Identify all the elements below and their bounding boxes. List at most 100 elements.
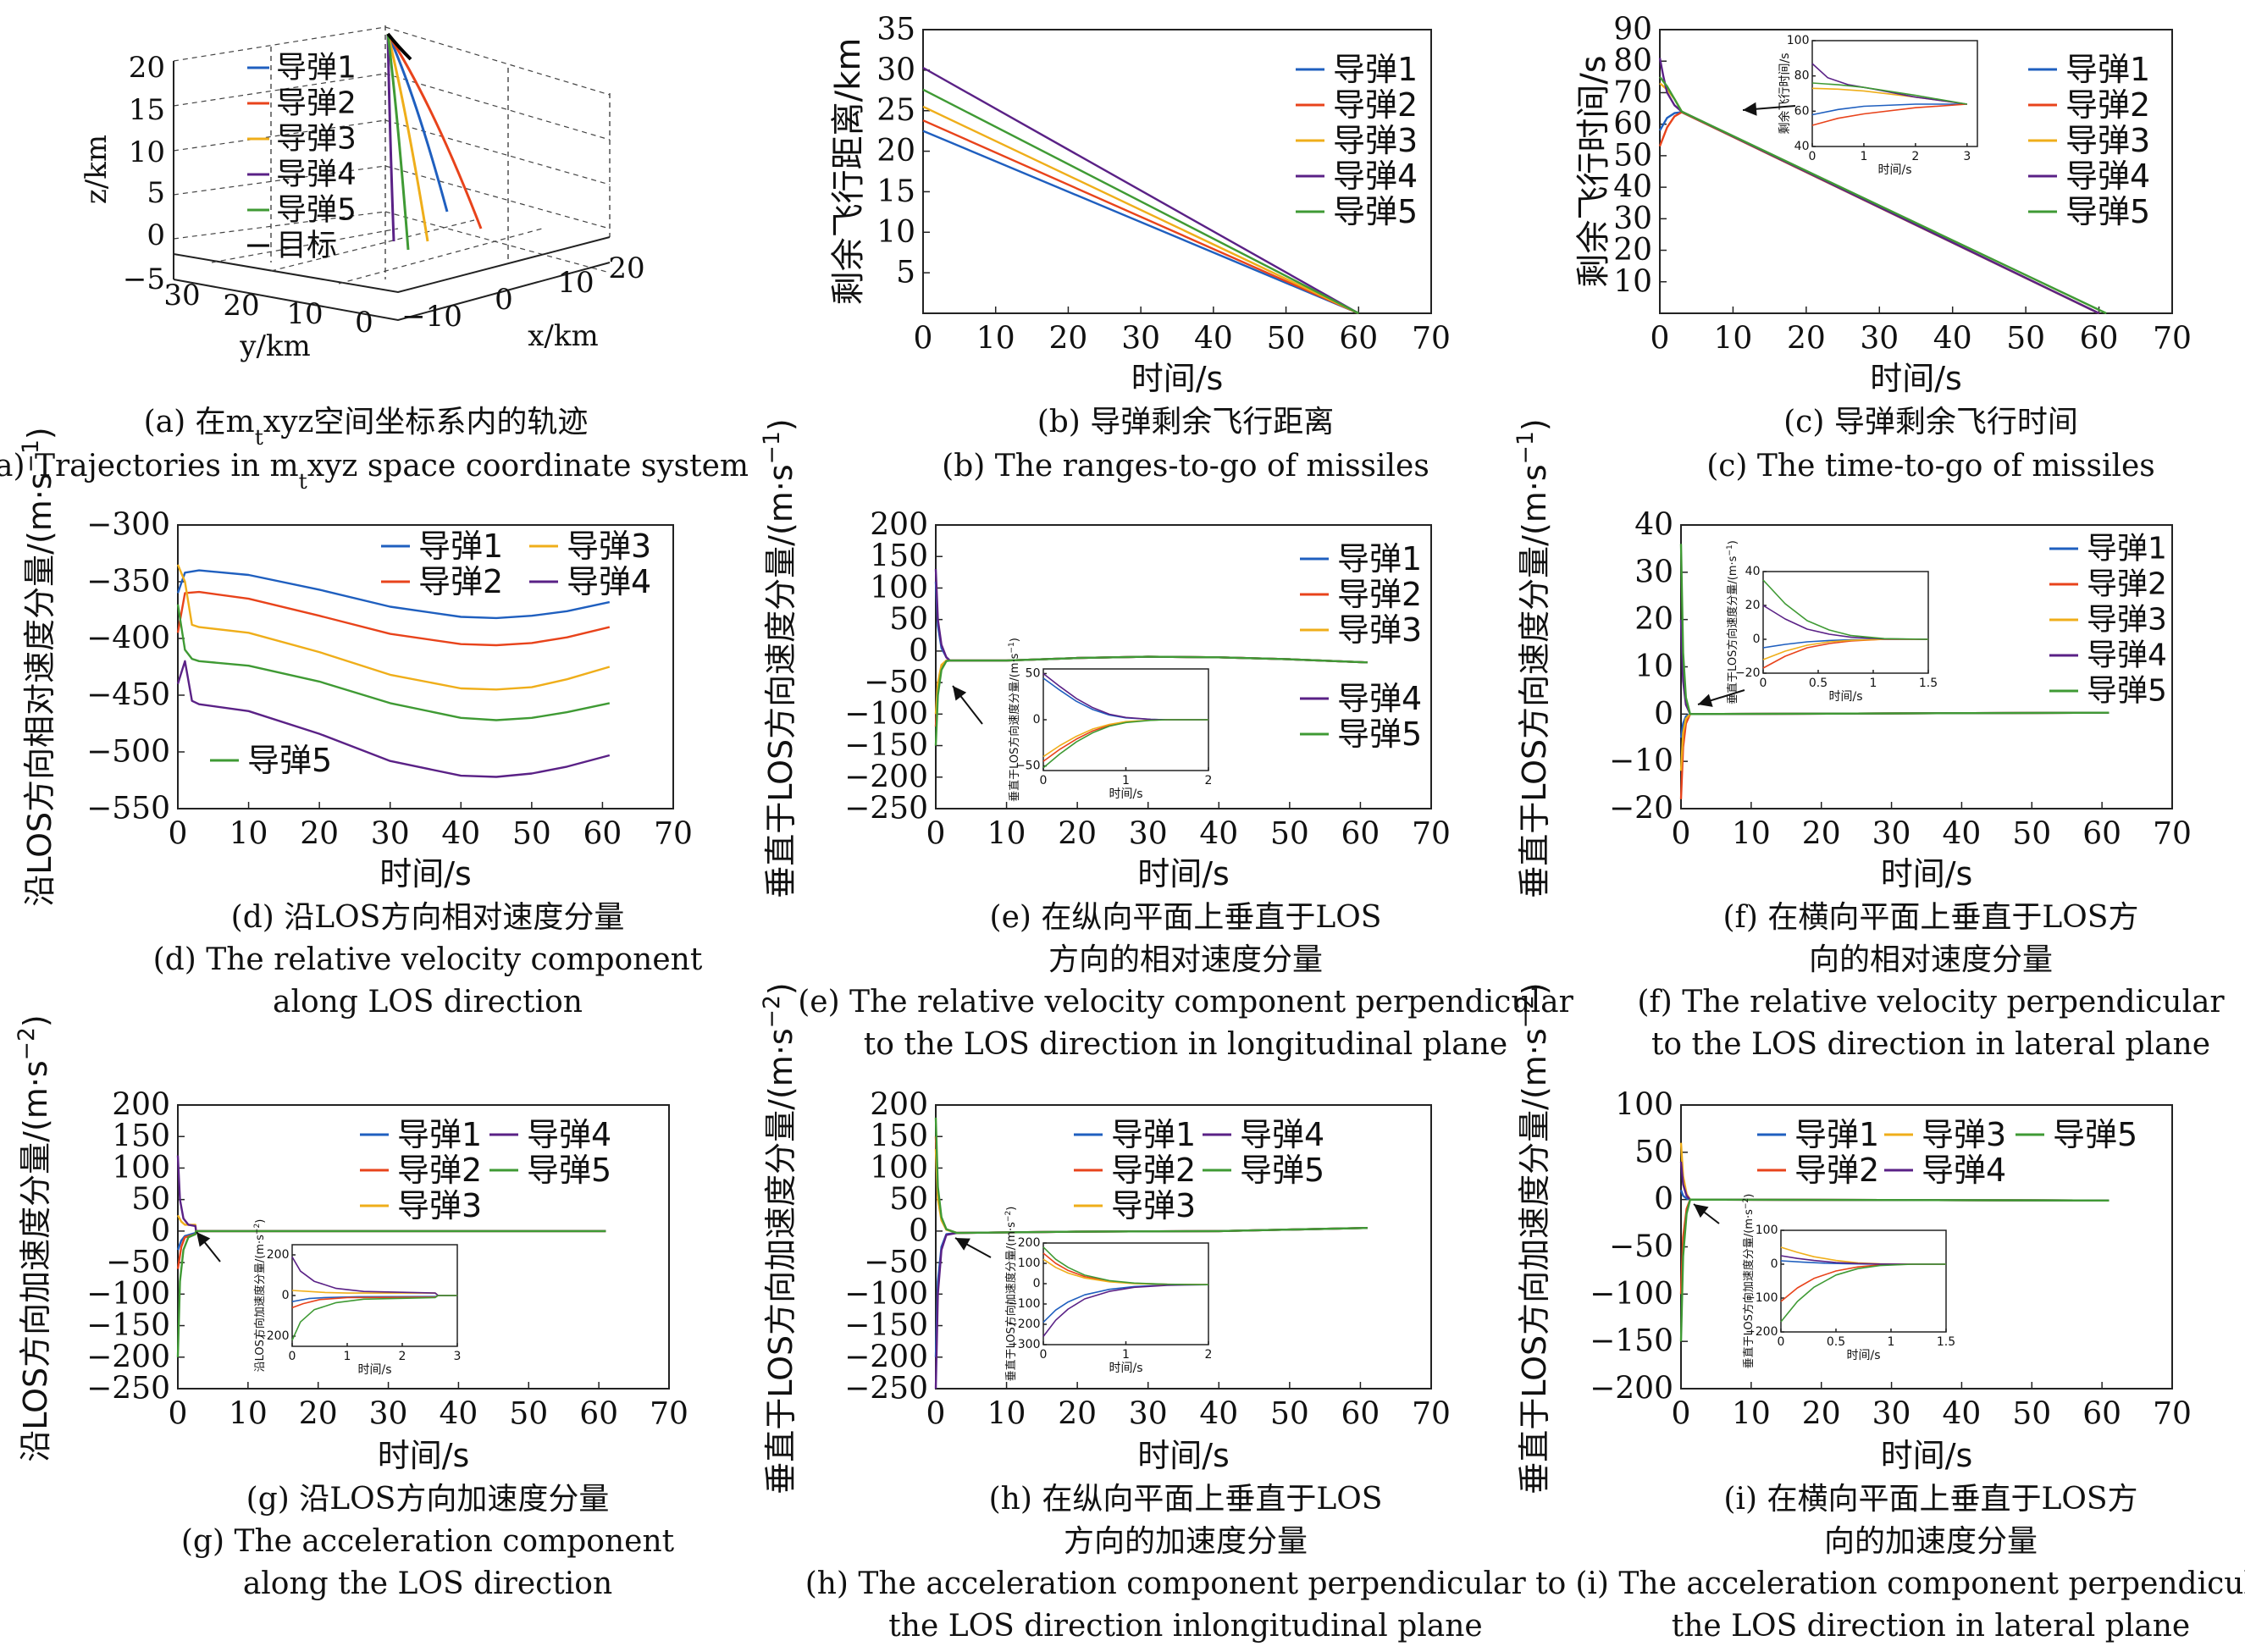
- x-tick-label: 40: [440, 1396, 478, 1431]
- series-line-1: [176, 569, 611, 620]
- grid-line: [384, 165, 611, 229]
- x-tick-label: 1: [344, 1350, 351, 1363]
- x-tick-label: 1: [1122, 774, 1130, 787]
- x-tick-label: 40: [1943, 816, 1982, 851]
- chart-d: 0 10 20 30 40 50 60 70 −300 −350 −400 −450 −500 −550 沿…: [18, 427, 693, 906]
- legend-label: 导弹2: [1333, 86, 1418, 124]
- caption-line: (e) The relative velocity component perp…: [798, 985, 1573, 1019]
- plot-frame: [922, 29, 1432, 314]
- x-tick-label: 1: [1860, 150, 1867, 163]
- y-tick-label: −500: [86, 735, 170, 770]
- axis-frame: [173, 236, 611, 294]
- series-line-2: [1811, 103, 1967, 126]
- x-axis-label: 时间/s: [1137, 1437, 1230, 1474]
- x-tick-label: 0: [495, 283, 513, 317]
- callout-arrowhead: [1694, 1204, 1709, 1218]
- x-tick-label: 10: [987, 1396, 1026, 1431]
- x-tick-label: 20: [1058, 816, 1097, 851]
- x-tick-label: 70: [654, 816, 693, 851]
- x-tick-label: 0: [914, 321, 933, 356]
- caption-line: the LOS direction in lateral plane: [1672, 1609, 2190, 1644]
- y-tick-label: −50: [864, 1246, 928, 1280]
- y-tick-label: 10: [1634, 649, 1673, 684]
- grid-line: [384, 26, 611, 96]
- y-tick-label: −100: [1008, 1297, 1040, 1311]
- y-tick-label: 0: [1771, 1257, 1778, 1271]
- inset-x-label: 时间/s: [1828, 690, 1862, 704]
- y-tick-label: 10: [1613, 264, 1652, 299]
- inset-i: 0 0.5 1 1.5 100 0 −100 −200垂直于LOS方向加速度分量/(m·s−2…: [1742, 1194, 1955, 1369]
- legend-label: 导弹3: [1111, 1187, 1196, 1224]
- grid-line: [384, 211, 611, 273]
- x-tick-label: 0: [169, 1396, 188, 1431]
- inset-x-label: 时间/s: [1877, 163, 1911, 177]
- x-tick-label: 0: [1809, 150, 1816, 163]
- y-tick-label: −50: [106, 1246, 170, 1280]
- y-tick-label: 100: [1615, 1088, 1673, 1123]
- x-tick-label: 10: [976, 321, 1015, 356]
- caption-line: (e) 在纵向平面上垂直于LOS: [990, 900, 1382, 935]
- series-line-5: [934, 655, 1368, 746]
- y-axis-label: 沿LOS方向加速度分量/(m·s−2): [14, 1014, 55, 1461]
- y-tick-label: −450: [86, 678, 170, 713]
- y-tick-label: −250: [86, 1372, 170, 1406]
- z-tick-label: 10: [129, 135, 165, 169]
- x-tick-label: 70: [2153, 816, 2192, 851]
- y-tick-label: 20: [1613, 233, 1652, 268]
- x-tick-label: 2: [1205, 774, 1213, 787]
- x-tick-label: 40: [1943, 1396, 1982, 1431]
- y-tick-label: 10: [876, 215, 915, 250]
- y-axis-label: y/km: [239, 329, 311, 363]
- legend-label: 导弹5: [1337, 715, 1422, 753]
- x-tick-label: 50: [512, 816, 551, 851]
- grid-line: [173, 73, 386, 107]
- inset-x-label: 时间/s: [1846, 1349, 1880, 1362]
- y-tick-label: 30: [163, 279, 200, 312]
- inset-h: 0 1 2 200 100 0 −100 −200 −300垂直于LOS方向加速度分量/(m·s…: [1004, 1207, 1212, 1382]
- z-tick-label: 15: [129, 93, 165, 127]
- y-tick-label: 25: [876, 93, 915, 128]
- grid-line: [270, 219, 475, 272]
- x-tick-label: 20: [300, 816, 339, 851]
- legend-label: 导弹4: [1333, 157, 1418, 195]
- y-tick-label: −300: [1008, 1338, 1040, 1351]
- x-tick-label: 3: [1963, 150, 1971, 163]
- y-tick-label: −200: [86, 1340, 170, 1374]
- y-tick-label: 200: [1018, 1236, 1041, 1250]
- caption-line: to the LOS direction in lateral plane: [1651, 1027, 2210, 1062]
- series-line-4: [922, 66, 1359, 315]
- y-tick-label: −150: [86, 1308, 170, 1343]
- inset-y-label: 沿LOS方向加速度分量/(m·s−2): [253, 1219, 267, 1373]
- y-tick-label: 50: [889, 1182, 928, 1217]
- grid-line: [384, 73, 611, 141]
- callout-arrowhead: [1698, 693, 1713, 707]
- z-axis-label: z/km: [80, 135, 113, 204]
- series-line-5: [1042, 719, 1208, 769]
- callout-arrowhead: [953, 686, 967, 701]
- x-tick-label: 30: [1872, 1396, 1911, 1431]
- x-tick-label: 0: [1672, 816, 1691, 851]
- y-tick-label: −100: [1590, 1277, 1673, 1312]
- legend-label: 导弹3: [1922, 1116, 2006, 1153]
- y-tick-label: −150: [844, 728, 928, 763]
- inset-y-label: 垂直于LOS方向速度分量/(m·s−1): [1726, 540, 1739, 704]
- caption-line: along the LOS direction: [243, 1566, 612, 1601]
- x-tick-label: 60: [2080, 321, 2119, 356]
- x-tick-label: 60: [579, 1396, 618, 1431]
- inset-y-label: 剩余飞行时间/s: [1778, 52, 1792, 134]
- y-tick-label: 100: [112, 1151, 170, 1185]
- y-tick-label: 50: [889, 602, 928, 637]
- legend-label: 导弹5: [1240, 1152, 1324, 1189]
- y-tick-label: 0: [151, 1213, 170, 1248]
- x-tick-label: 20: [1802, 1396, 1841, 1431]
- legend-label: 导弹1: [1794, 1116, 1879, 1153]
- legend-label: 导弹1: [418, 528, 503, 565]
- x-tick-label: 50: [1270, 816, 1309, 851]
- legend-label: 导弹2: [2065, 86, 2150, 124]
- x-tick-label: 70: [1412, 816, 1451, 851]
- caption-line: (a) 在mtxyz空间坐标系内的轨迹: [144, 405, 589, 450]
- caption-line: (h) 在纵向平面上垂直于LOS: [989, 1482, 1383, 1517]
